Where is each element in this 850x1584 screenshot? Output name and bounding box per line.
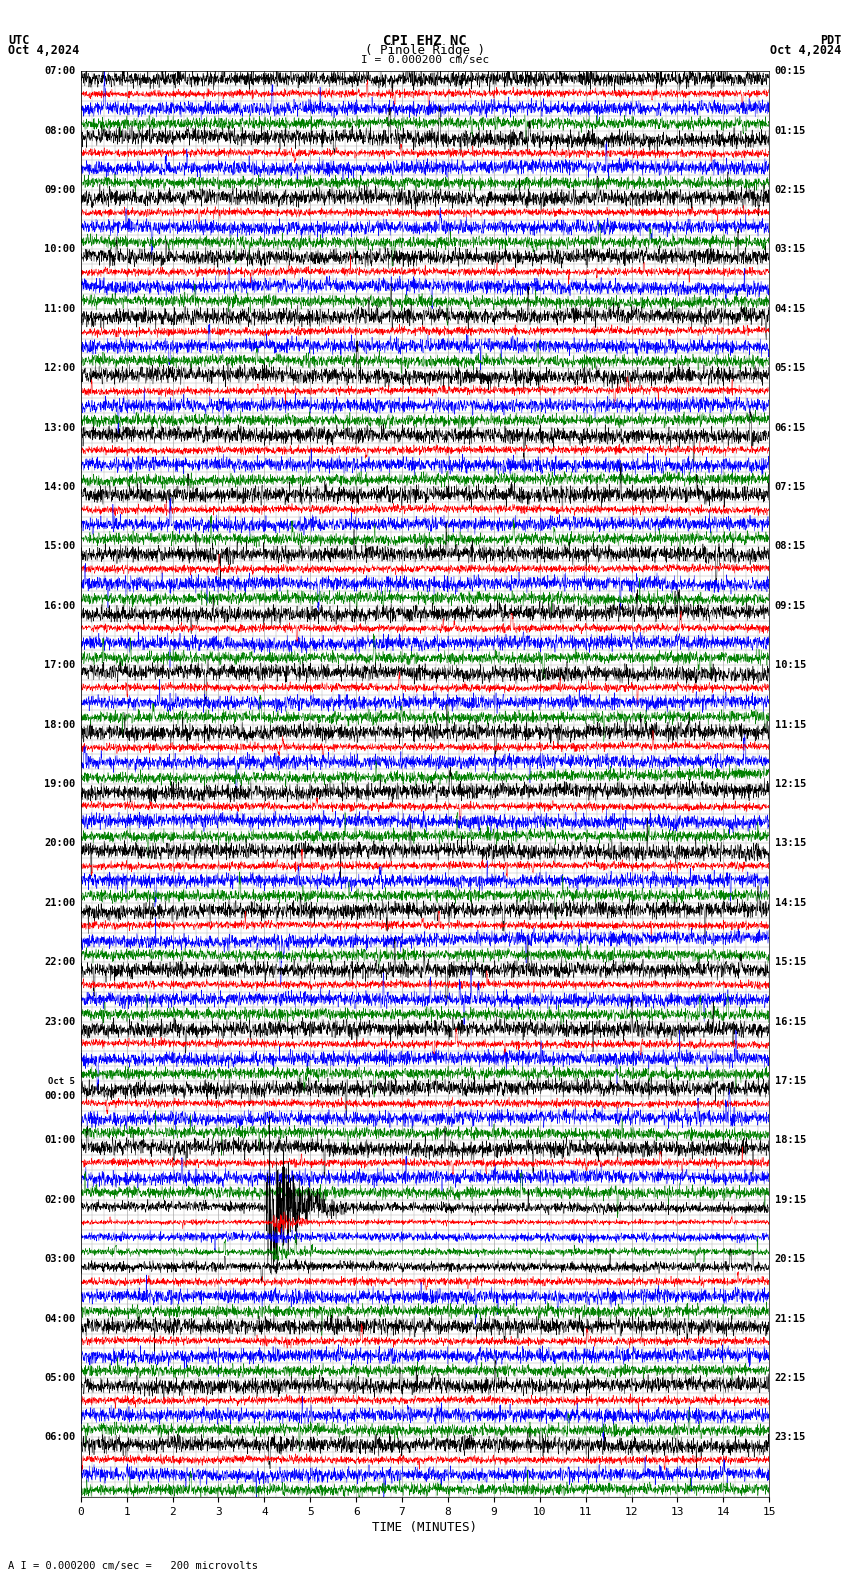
Text: 11:15: 11:15: [774, 719, 806, 730]
Text: 19:15: 19:15: [774, 1194, 806, 1205]
Text: 02:00: 02:00: [44, 1194, 76, 1205]
Text: 07:00: 07:00: [44, 67, 76, 76]
X-axis label: TIME (MINUTES): TIME (MINUTES): [372, 1521, 478, 1533]
Text: 12:15: 12:15: [774, 779, 806, 789]
Text: 06:15: 06:15: [774, 423, 806, 432]
Text: 21:00: 21:00: [44, 898, 76, 908]
Text: 21:15: 21:15: [774, 1313, 806, 1324]
Text: 00:15: 00:15: [774, 67, 806, 76]
Text: 22:00: 22:00: [44, 957, 76, 968]
Text: 09:00: 09:00: [44, 185, 76, 195]
Text: 15:00: 15:00: [44, 542, 76, 551]
Text: Oct 5: Oct 5: [48, 1077, 76, 1085]
Text: 10:00: 10:00: [44, 244, 76, 255]
Text: PDT: PDT: [820, 33, 842, 48]
Text: 16:15: 16:15: [774, 1017, 806, 1026]
Text: 14:15: 14:15: [774, 898, 806, 908]
Text: 02:15: 02:15: [774, 185, 806, 195]
Text: 14:00: 14:00: [44, 482, 76, 493]
Text: 08:00: 08:00: [44, 125, 76, 136]
Text: 10:15: 10:15: [774, 661, 806, 670]
Text: 19:00: 19:00: [44, 779, 76, 789]
Text: 09:15: 09:15: [774, 600, 806, 611]
Text: 08:15: 08:15: [774, 542, 806, 551]
Text: 03:15: 03:15: [774, 244, 806, 255]
Text: 22:15: 22:15: [774, 1373, 806, 1383]
Text: 11:00: 11:00: [44, 304, 76, 314]
Text: A I = 0.000200 cm/sec =   200 microvolts: A I = 0.000200 cm/sec = 200 microvolts: [8, 1562, 258, 1571]
Text: Oct 4,2024: Oct 4,2024: [8, 44, 80, 57]
Text: 06:00: 06:00: [44, 1432, 76, 1443]
Text: 00:00: 00:00: [44, 1091, 76, 1101]
Text: 20:00: 20:00: [44, 838, 76, 849]
Text: 01:15: 01:15: [774, 125, 806, 136]
Text: 04:15: 04:15: [774, 304, 806, 314]
Text: 17:00: 17:00: [44, 661, 76, 670]
Text: 15:15: 15:15: [774, 957, 806, 968]
Text: 16:00: 16:00: [44, 600, 76, 611]
Text: 04:00: 04:00: [44, 1313, 76, 1324]
Text: 18:15: 18:15: [774, 1136, 806, 1145]
Text: ( Pinole Ridge ): ( Pinole Ridge ): [365, 44, 485, 57]
Text: 03:00: 03:00: [44, 1255, 76, 1264]
Text: I = 0.000200 cm/sec: I = 0.000200 cm/sec: [361, 54, 489, 65]
Text: UTC: UTC: [8, 33, 30, 48]
Text: 12:00: 12:00: [44, 363, 76, 374]
Text: 13:15: 13:15: [774, 838, 806, 849]
Text: 20:15: 20:15: [774, 1255, 806, 1264]
Text: 05:00: 05:00: [44, 1373, 76, 1383]
Text: 13:00: 13:00: [44, 423, 76, 432]
Text: 01:00: 01:00: [44, 1136, 76, 1145]
Text: 17:15: 17:15: [774, 1076, 806, 1087]
Text: Oct 4,2024: Oct 4,2024: [770, 44, 842, 57]
Text: 18:00: 18:00: [44, 719, 76, 730]
Text: CPI EHZ NC: CPI EHZ NC: [383, 33, 467, 48]
Text: 07:15: 07:15: [774, 482, 806, 493]
Text: 05:15: 05:15: [774, 363, 806, 374]
Text: 23:15: 23:15: [774, 1432, 806, 1443]
Text: 23:00: 23:00: [44, 1017, 76, 1026]
